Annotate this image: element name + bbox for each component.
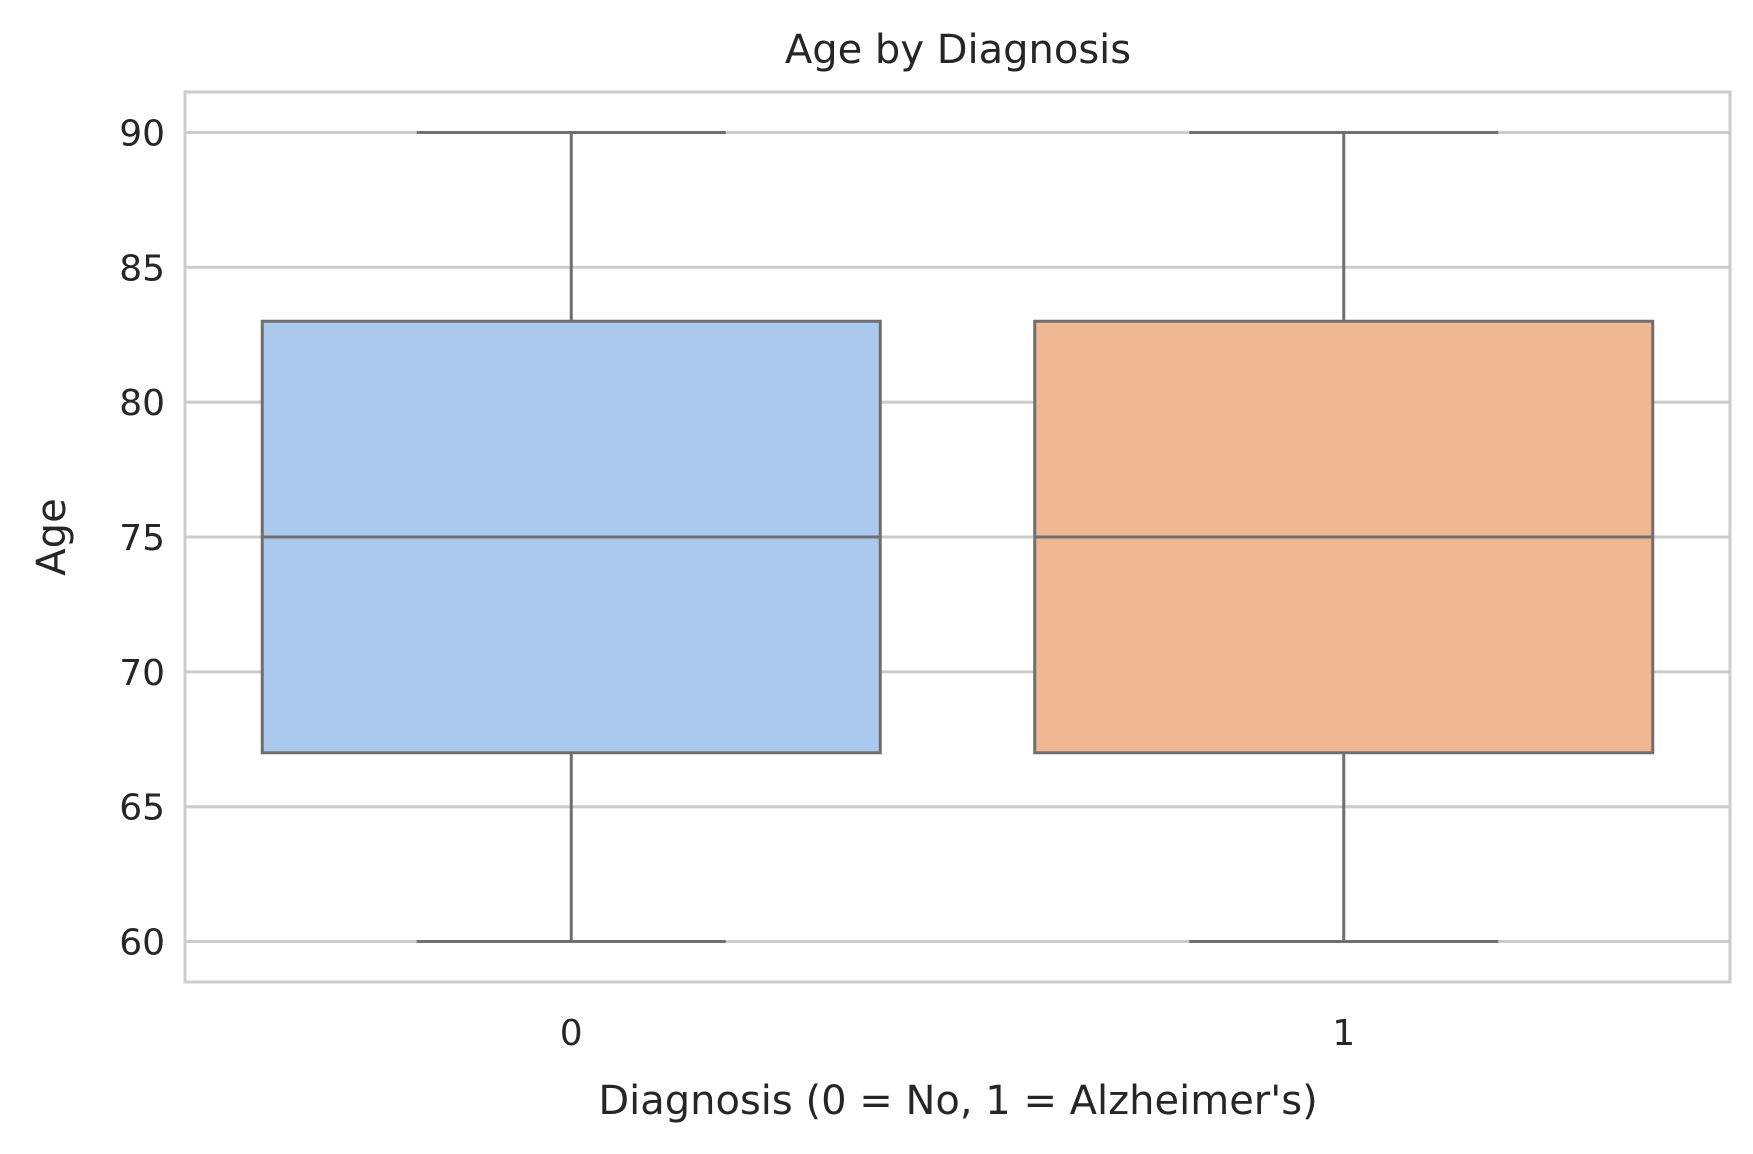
boxes <box>260 130 1655 944</box>
y-tick-label: 60 <box>119 923 165 964</box>
y-tick-label: 75 <box>119 518 165 559</box>
box-0 <box>260 130 882 944</box>
box-1 <box>1033 130 1655 944</box>
chart-title: Age by Diagnosis <box>785 27 1131 73</box>
x-axis-label: Diagnosis (0 = No, 1 = Alzheimer's) <box>598 1078 1317 1124</box>
y-tick-label: 65 <box>119 788 165 829</box>
y-axis-label: Age <box>29 498 75 575</box>
y-tick-label: 80 <box>119 383 165 424</box>
x-tick-label: 0 <box>560 1013 583 1054</box>
plot-frame <box>183 90 1732 984</box>
y-axis-ticks: 60 65 70 75 80 85 90 <box>119 113 165 963</box>
y-tick-label: 70 <box>119 653 165 694</box>
y-tick-label: 85 <box>119 248 165 289</box>
y-tick-label: 90 <box>119 113 165 154</box>
x-tick-label: 1 <box>1332 1013 1355 1054</box>
